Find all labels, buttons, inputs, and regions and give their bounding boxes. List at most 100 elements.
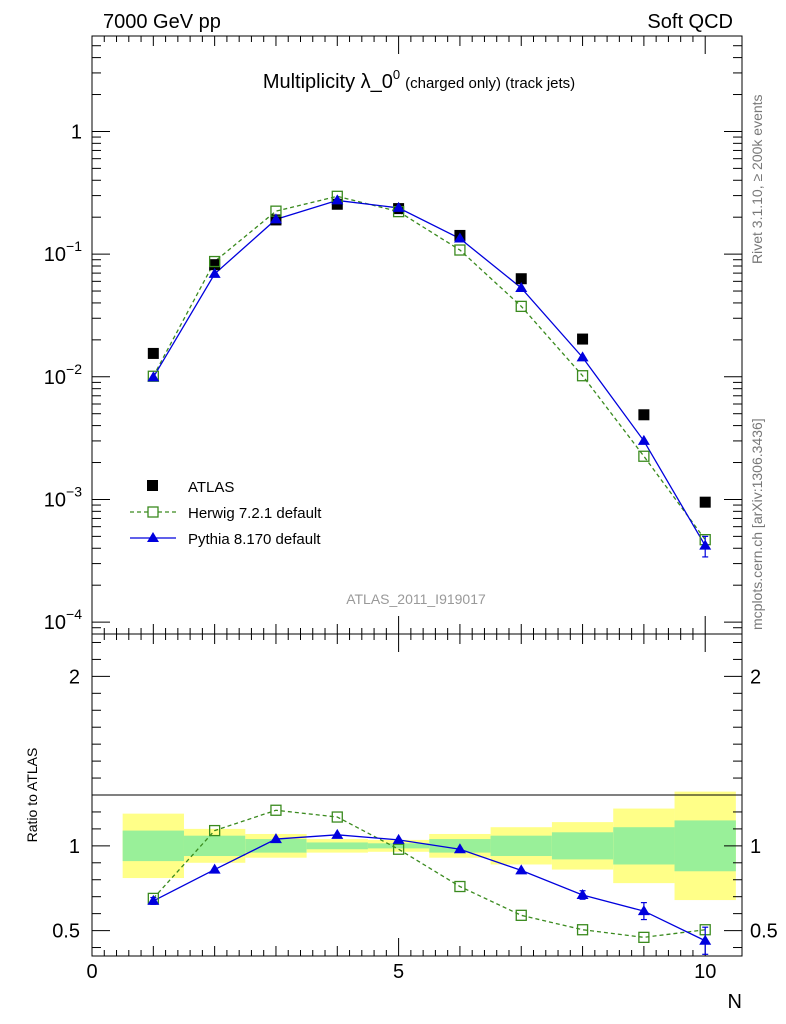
ratio-pythia-point [331,828,344,839]
ratio-y-tick-label-left: 0.5 [52,921,80,943]
pythia-point [331,194,344,205]
legend-atlas-marker [147,480,158,491]
ratio-stat-band [245,839,307,853]
ratio-tick-labels: 0.5 0.5 1 1 2 2 0 5 10 [52,666,778,983]
herwig-line [152,195,706,541]
pythia-point [576,351,589,362]
main-y-tick-exp: −3 [66,483,82,499]
legend-herwig-marker [147,506,159,518]
main-y-tick-labels: 10−410−310−210−11 [44,121,82,634]
ratio-herwig-point [454,880,466,893]
ratio-pythia-line [153,834,706,942]
herwig-point [208,255,221,268]
pythia-point [269,213,282,224]
ratio-pythia-point [208,863,221,874]
rivet-version-label: Rivet 3.1.10, ≥ 200k events [749,94,765,264]
main-series [147,190,712,558]
ratio-herwig-point [208,824,221,837]
main-panel: 10−410−310−210−11 [44,35,743,635]
pythia-point [637,434,650,445]
ratio-herwig-point [515,909,527,921]
ratio-herwig-line [152,809,706,939]
ratio-ticks [91,634,742,956]
ratio-pythia-point [269,833,282,844]
ratio-pythia-point [453,843,466,854]
ratio-herwig-point [576,924,589,936]
herwig-point [576,370,589,382]
pythia-point [699,539,712,550]
ratio-y-tick-label-right: 1 [750,836,761,858]
ratio-x-tick-label: 10 [694,961,716,983]
ratio-y-tick-label-right: 0.5 [750,921,778,943]
atlas-point [699,496,711,508]
ratio-stat-band [490,835,552,857]
ratio-y-tick-label-left: 2 [69,666,80,688]
legend-pythia-marker [147,532,159,542]
ratio-series [147,804,712,955]
pythia-point [208,267,221,278]
ratio-y-axis-label: Ratio to ATLAS [24,748,40,843]
main-title-sup: 0 [393,67,400,82]
main-y-tick-label: 10−2 [44,361,82,389]
ratio-pythia-point [699,934,712,945]
atlas-point [638,409,650,421]
ratio-x-tick-label: 5 [393,961,404,983]
main-y-tick-label: 10−4 [44,606,82,634]
ratio-stat-band [306,842,368,850]
ratio-bands [122,791,736,901]
herwig-point [515,300,527,313]
pythia-line [152,199,706,546]
ratio-stat-band [367,843,430,849]
main-y-tick-base: 10 [44,612,66,634]
atlas-point [515,273,527,285]
herwig-point [638,450,650,462]
ratio-y-tick-label-left: 1 [69,836,80,858]
atlas-point [577,333,589,345]
main-title-sub: (charged only) (track jets) [405,75,575,92]
ratio-y-tick-label-right: 2 [750,666,761,688]
analysis-label: ATLAS_2011_I919017 [346,591,486,607]
mcplots-label: mcplots.cern.ch [arXiv:1306.3436] [749,418,765,630]
main-y-tick-base: 10 [44,489,66,511]
main-ticks [91,35,742,635]
pythia-point [147,371,160,382]
energy-label: 7000 GeV pp [103,11,221,33]
herwig-point [454,244,466,256]
process-label: Soft QCD [647,11,733,33]
main-y-tick-base: 1 [71,121,82,143]
ratio-herwig-point [270,804,282,816]
main-y-tick-label: 10−1 [44,238,82,266]
atlas-point [147,347,159,359]
ratio-pythia-point [637,905,650,916]
main-y-tick-exp: −2 [66,361,82,377]
ratio-stat-band [551,832,614,860]
ratio-stat-band [122,830,184,862]
ratio-pythia-point [392,833,405,844]
ratio-herwig-point [331,811,343,823]
main-y-tick-label: 10−3 [44,483,82,511]
x-axis-label: N [728,991,742,1013]
pythia-point [453,232,466,243]
main-title-main: Multiplicity λ_0 [263,71,393,93]
ratio-pythia-point [147,894,160,905]
legend-atlas-label: ATLAS [188,479,234,496]
ratio-pythia-point [576,888,589,899]
legend-pythia-label: Pythia 8.170 default [188,531,321,548]
ratio-stat-band [183,835,246,857]
main-y-tick-exp: −1 [66,238,82,254]
main-y-tick-label: 1 [71,121,82,143]
main-y-tick-base: 10 [44,367,66,389]
ratio-herwig-point [638,931,650,944]
main-y-tick-base: 10 [44,244,66,266]
ratio-panel: 0.5 0.5 1 1 2 2 0 5 10 [52,633,778,983]
ratio-x-tick-label: 0 [86,961,97,983]
ratio-herwig-point [392,843,405,855]
ratio-pythia-point [515,864,528,875]
main-title: Multiplicity λ_00 (charged only) (track j… [263,67,575,93]
pythia-point [392,201,405,212]
pythia-point [515,281,528,292]
legend: ATLAS Herwig 7.2.1 default Pythia 8.170 … [130,479,322,548]
ratio-stat-band [613,827,675,865]
legend-herwig-label: Herwig 7.2.1 default [188,505,322,522]
